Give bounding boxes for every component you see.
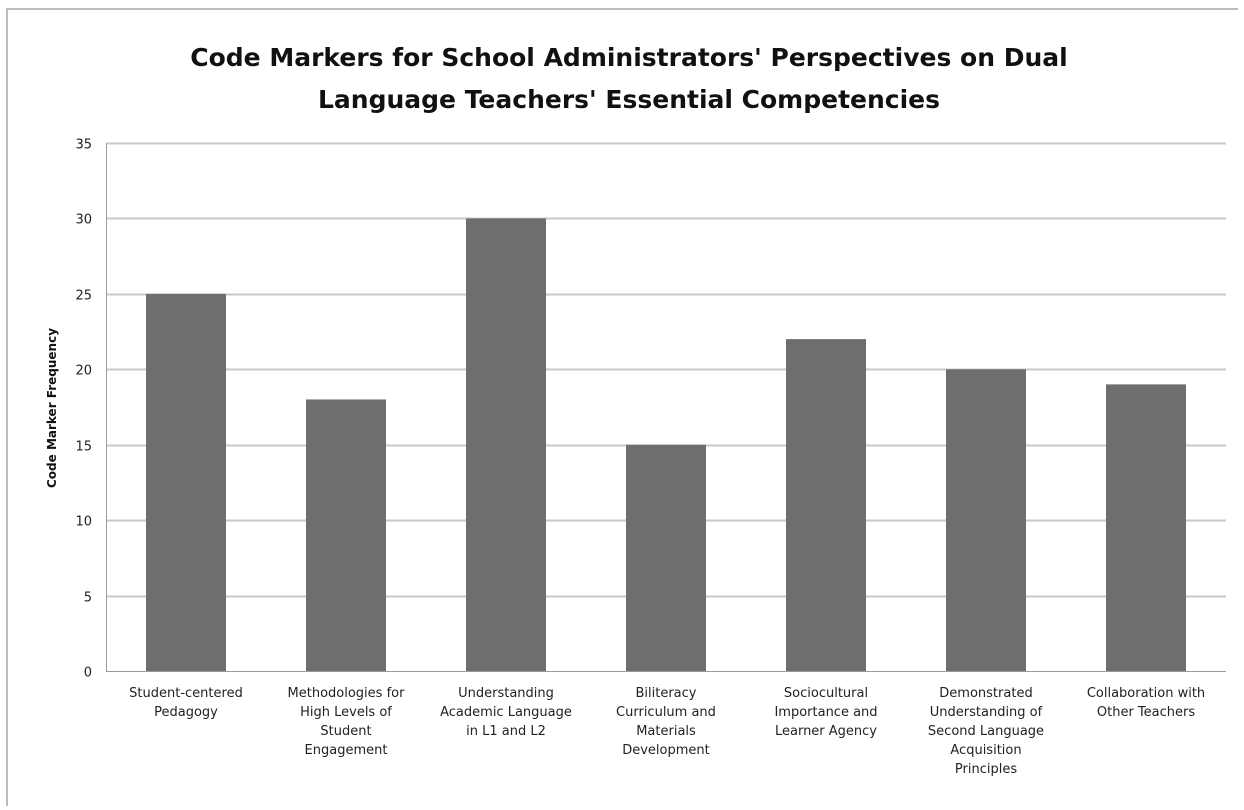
x-category-label: Learner Agency bbox=[775, 724, 877, 739]
x-category-label: Understanding of bbox=[930, 705, 1043, 720]
x-category-label: Pedagogy bbox=[154, 705, 218, 720]
y-tick-label: 35 bbox=[75, 138, 92, 153]
x-category-label: Methodologies for bbox=[288, 686, 406, 701]
y-tick-label: 0 bbox=[84, 666, 92, 681]
bar bbox=[946, 369, 1026, 671]
chart-title-line-2: Language Teachers' Essential Competencie… bbox=[318, 85, 940, 114]
bar bbox=[786, 339, 866, 671]
x-category-label: Student bbox=[320, 724, 371, 739]
x-category-label: Materials bbox=[636, 724, 696, 739]
bar bbox=[146, 293, 226, 671]
x-category-label: Academic Language bbox=[440, 705, 572, 720]
y-axis-title: Code Marker Frequency bbox=[45, 328, 59, 488]
y-tick-label: 25 bbox=[75, 289, 92, 304]
x-category-label: Development bbox=[622, 743, 710, 758]
bar bbox=[306, 399, 386, 671]
x-category-label: Importance and bbox=[774, 705, 877, 720]
y-tick-label: 10 bbox=[75, 515, 92, 530]
x-category-label: High Levels of bbox=[300, 705, 392, 720]
y-tick-label: 20 bbox=[75, 364, 92, 379]
x-category-label: Biliteracy bbox=[635, 686, 696, 701]
x-category-label: Curriculum and bbox=[616, 705, 716, 720]
x-category-label: Acquisition bbox=[950, 743, 1021, 758]
x-category-label: Demonstrated bbox=[939, 686, 1032, 701]
x-category-labels: Student-centered Pedagogy Methodologies fo… bbox=[129, 686, 1205, 777]
y-tick-label: 5 bbox=[84, 591, 92, 606]
y-tick-labels: 0 5 10 15 20 25 30 35 bbox=[75, 138, 92, 681]
x-category-label: Engagement bbox=[305, 743, 388, 758]
x-category-label: Second Language bbox=[928, 724, 1044, 739]
x-category-label: Principles bbox=[955, 762, 1017, 777]
y-tick-label: 15 bbox=[75, 440, 92, 455]
bars bbox=[146, 218, 1186, 671]
x-category-label: Other Teachers bbox=[1097, 705, 1195, 720]
axes bbox=[106, 143, 1226, 672]
bar bbox=[466, 218, 546, 671]
x-category-label: in L1 and L2 bbox=[466, 724, 546, 739]
x-category-label: Understanding bbox=[458, 686, 554, 701]
x-category-label: Collaboration with bbox=[1087, 686, 1205, 701]
bar bbox=[626, 444, 706, 671]
chart-title-line-1: Code Markers for School Administrators' … bbox=[190, 43, 1067, 72]
x-category-label: Student-centered bbox=[129, 686, 243, 701]
x-category-label: Sociocultural bbox=[784, 686, 868, 701]
y-tick-label: 30 bbox=[75, 213, 92, 228]
bar bbox=[1106, 384, 1186, 671]
